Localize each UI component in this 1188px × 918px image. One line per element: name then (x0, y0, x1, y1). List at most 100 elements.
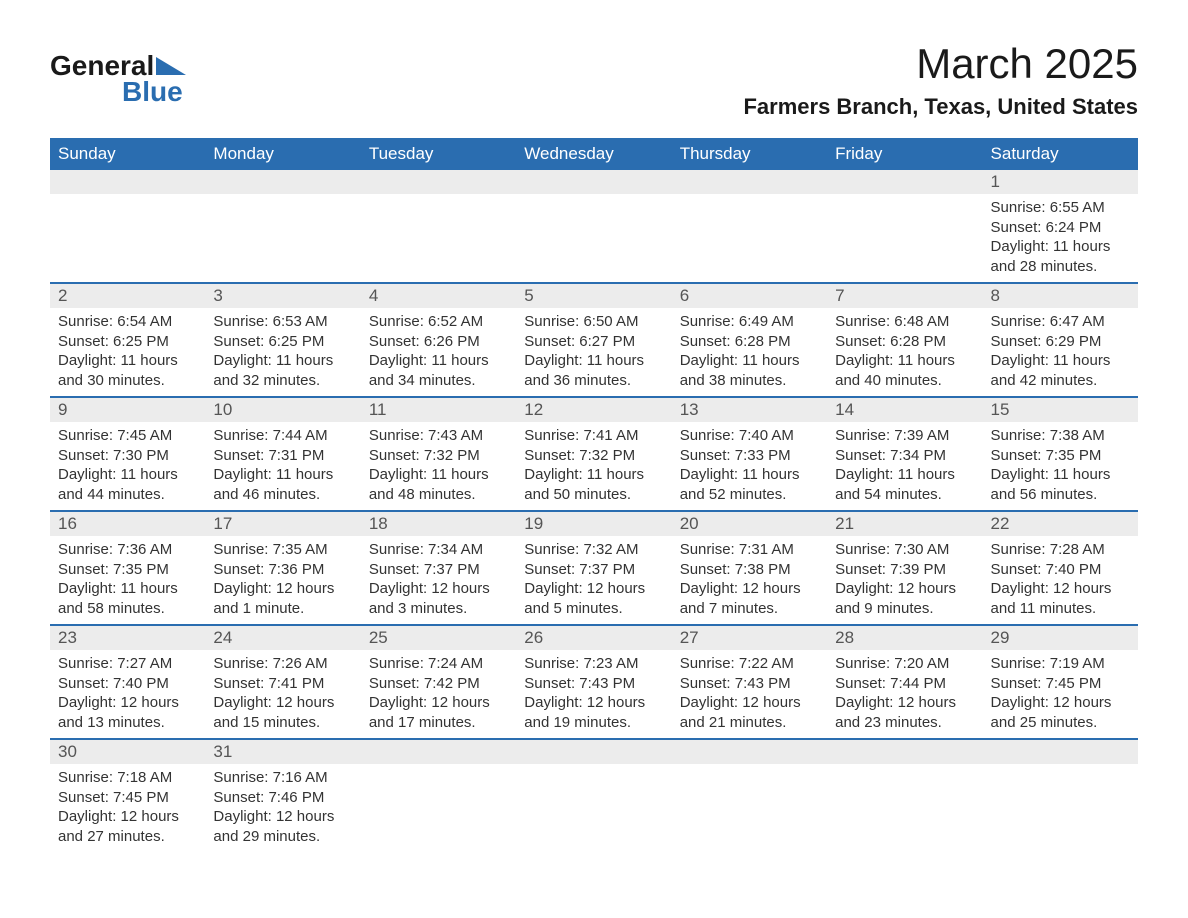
day-content-cell (50, 194, 205, 283)
sunset-text: Sunset: 7:33 PM (680, 446, 819, 466)
day-content-cell (516, 764, 671, 852)
day-number-cell (827, 739, 982, 764)
day-number-cell: 11 (361, 397, 516, 422)
daylight-text: and 38 minutes. (680, 371, 819, 391)
day-content-cell: Sunrise: 7:26 AMSunset: 7:41 PMDaylight:… (205, 650, 360, 739)
sunrise-text: Sunrise: 6:47 AM (991, 312, 1130, 332)
daylight-text: and 40 minutes. (835, 371, 974, 391)
day-number-row: 16171819202122 (50, 511, 1138, 536)
day-content-row: Sunrise: 6:55 AMSunset: 6:24 PMDaylight:… (50, 194, 1138, 283)
sunrise-text: Sunrise: 7:41 AM (524, 426, 663, 446)
day-number-cell: 9 (50, 397, 205, 422)
daylight-text: Daylight: 11 hours (835, 465, 974, 485)
day-number-cell: 23 (50, 625, 205, 650)
daylight-text: and 56 minutes. (991, 485, 1130, 505)
logo: General Blue (50, 50, 186, 108)
day-number-row: 2345678 (50, 283, 1138, 308)
daylight-text: and 19 minutes. (524, 713, 663, 733)
day-content-cell: Sunrise: 7:38 AMSunset: 7:35 PMDaylight:… (983, 422, 1138, 511)
sunrise-text: Sunrise: 7:30 AM (835, 540, 974, 560)
sunset-text: Sunset: 6:27 PM (524, 332, 663, 352)
day-content-cell: Sunrise: 7:18 AMSunset: 7:45 PMDaylight:… (50, 764, 205, 852)
day-number-cell: 8 (983, 283, 1138, 308)
day-content-cell: Sunrise: 7:27 AMSunset: 7:40 PMDaylight:… (50, 650, 205, 739)
month-title: March 2025 (743, 40, 1138, 88)
daylight-text: Daylight: 12 hours (835, 693, 974, 713)
daylight-text: Daylight: 11 hours (835, 351, 974, 371)
sunrise-text: Sunrise: 7:35 AM (213, 540, 352, 560)
sunrise-text: Sunrise: 6:50 AM (524, 312, 663, 332)
day-content-cell: Sunrise: 7:23 AMSunset: 7:43 PMDaylight:… (516, 650, 671, 739)
location-subtitle: Farmers Branch, Texas, United States (743, 94, 1138, 120)
day-content-cell: Sunrise: 7:24 AMSunset: 7:42 PMDaylight:… (361, 650, 516, 739)
sunrise-text: Sunrise: 6:54 AM (58, 312, 197, 332)
day-number-cell: 4 (361, 283, 516, 308)
daylight-text: Daylight: 11 hours (524, 465, 663, 485)
day-number-cell: 29 (983, 625, 1138, 650)
day-number-cell: 15 (983, 397, 1138, 422)
day-number-cell: 16 (50, 511, 205, 536)
sunset-text: Sunset: 7:37 PM (369, 560, 508, 580)
daylight-text: and 3 minutes. (369, 599, 508, 619)
day-content-cell (516, 194, 671, 283)
sunrise-text: Sunrise: 7:27 AM (58, 654, 197, 674)
sunrise-text: Sunrise: 6:52 AM (369, 312, 508, 332)
day-content-cell: Sunrise: 6:53 AMSunset: 6:25 PMDaylight:… (205, 308, 360, 397)
day-content-cell: Sunrise: 7:28 AMSunset: 7:40 PMDaylight:… (983, 536, 1138, 625)
day-content-cell: Sunrise: 6:50 AMSunset: 6:27 PMDaylight:… (516, 308, 671, 397)
daylight-text: Daylight: 12 hours (58, 693, 197, 713)
sunrise-text: Sunrise: 7:19 AM (991, 654, 1130, 674)
daylight-text: Daylight: 11 hours (58, 465, 197, 485)
daylight-text: and 21 minutes. (680, 713, 819, 733)
day-number-cell: 6 (672, 283, 827, 308)
day-number-row: 9101112131415 (50, 397, 1138, 422)
day-number-cell: 30 (50, 739, 205, 764)
sunset-text: Sunset: 7:39 PM (835, 560, 974, 580)
day-header: Monday (205, 138, 360, 170)
daylight-text: Daylight: 12 hours (58, 807, 197, 827)
day-number-cell (827, 170, 982, 194)
sunset-text: Sunset: 7:42 PM (369, 674, 508, 694)
day-content-cell: Sunrise: 7:32 AMSunset: 7:37 PMDaylight:… (516, 536, 671, 625)
sunrise-text: Sunrise: 7:38 AM (991, 426, 1130, 446)
daylight-text: Daylight: 11 hours (680, 465, 819, 485)
day-number-cell: 22 (983, 511, 1138, 536)
day-content-cell: Sunrise: 7:43 AMSunset: 7:32 PMDaylight:… (361, 422, 516, 511)
day-number-cell: 13 (672, 397, 827, 422)
day-content-cell: Sunrise: 7:44 AMSunset: 7:31 PMDaylight:… (205, 422, 360, 511)
daylight-text: Daylight: 11 hours (213, 465, 352, 485)
sunset-text: Sunset: 6:26 PM (369, 332, 508, 352)
daylight-text: and 54 minutes. (835, 485, 974, 505)
sunset-text: Sunset: 7:30 PM (58, 446, 197, 466)
day-content-cell: Sunrise: 6:48 AMSunset: 6:28 PMDaylight:… (827, 308, 982, 397)
daylight-text: Daylight: 12 hours (991, 579, 1130, 599)
daylight-text: Daylight: 11 hours (213, 351, 352, 371)
daylight-text: Daylight: 12 hours (991, 693, 1130, 713)
day-content-row: Sunrise: 7:36 AMSunset: 7:35 PMDaylight:… (50, 536, 1138, 625)
daylight-text: Daylight: 11 hours (58, 351, 197, 371)
sunrise-text: Sunrise: 7:36 AM (58, 540, 197, 560)
day-content-cell: Sunrise: 7:30 AMSunset: 7:39 PMDaylight:… (827, 536, 982, 625)
day-content-cell: Sunrise: 6:52 AMSunset: 6:26 PMDaylight:… (361, 308, 516, 397)
daylight-text: Daylight: 11 hours (991, 351, 1130, 371)
daylight-text: and 15 minutes. (213, 713, 352, 733)
day-number-cell: 20 (672, 511, 827, 536)
daylight-text: and 36 minutes. (524, 371, 663, 391)
day-content-cell: Sunrise: 7:35 AMSunset: 7:36 PMDaylight:… (205, 536, 360, 625)
day-content-cell (672, 194, 827, 283)
day-content-cell: Sunrise: 7:36 AMSunset: 7:35 PMDaylight:… (50, 536, 205, 625)
day-content-row: Sunrise: 7:45 AMSunset: 7:30 PMDaylight:… (50, 422, 1138, 511)
daylight-text: Daylight: 11 hours (369, 465, 508, 485)
day-number-cell: 10 (205, 397, 360, 422)
sunrise-text: Sunrise: 7:44 AM (213, 426, 352, 446)
day-number-cell: 27 (672, 625, 827, 650)
day-content-cell (205, 194, 360, 283)
daylight-text: and 13 minutes. (58, 713, 197, 733)
sunrise-text: Sunrise: 7:45 AM (58, 426, 197, 446)
day-number-cell (361, 170, 516, 194)
title-block: March 2025 Farmers Branch, Texas, United… (743, 40, 1138, 120)
day-content-cell: Sunrise: 7:34 AMSunset: 7:37 PMDaylight:… (361, 536, 516, 625)
day-content-cell (827, 764, 982, 852)
daylight-text: Daylight: 12 hours (213, 693, 352, 713)
daylight-text: Daylight: 12 hours (835, 579, 974, 599)
